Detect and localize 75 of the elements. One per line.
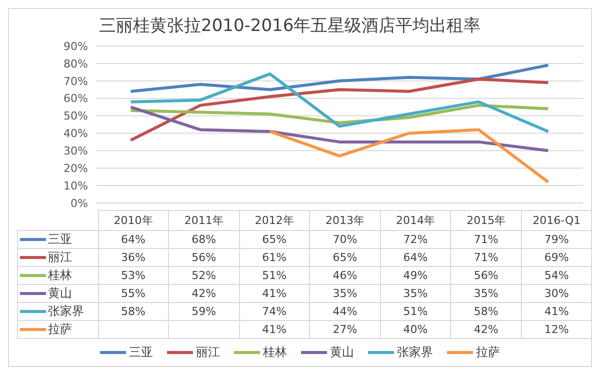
y-tick-label: 20% [64,162,88,176]
x-tick-label: 2013年 [310,210,380,230]
data-label: 58% [98,302,169,320]
x-tick-label: 2010年 [98,210,169,230]
data-label: 79% [521,230,592,248]
data-label: 58% [450,302,522,320]
legend-label: 拉萨 [475,344,500,360]
line-series [129,72,550,133]
line-series [129,78,550,142]
data-label: 35% [380,284,451,302]
data-label: 52% [168,266,240,284]
data-label: 72% [380,230,451,248]
data-label: 56% [450,266,522,284]
y-tick-label: 30% [64,144,88,158]
legend-label: 桂林 [18,266,98,284]
data-label: 65% [239,230,310,248]
data-label: 42% [168,284,240,302]
x-tick-label: 2016-Q1 [521,210,592,230]
data-label: 64% [380,248,451,266]
x-tick-label: 2014年 [380,210,451,230]
text: 黄山 [330,344,354,358]
data-label: 51% [380,302,451,320]
y-tick-label: 40% [64,127,88,140]
chart-title: 三丽桂黄张拉2010-2016年五星级酒店平均出租率 [98,15,482,38]
data-label: 46% [310,266,380,284]
y-tick-label: 50% [64,110,88,123]
y-tick-label: 90% [64,40,88,53]
y-tick-label: 80% [64,57,88,70]
line-series [129,106,550,152]
data-label: 44% [310,302,380,320]
legend-label: 三亚 [18,230,98,248]
legend-label: 丽江 [18,248,98,266]
data-label: 40% [380,320,451,338]
data-label: 27% [310,320,380,338]
data-label: 56% [168,248,240,266]
data-label: 51% [239,266,310,284]
data-label: 41% [239,320,310,338]
data-label: 35% [450,284,522,302]
data-label: 65% [310,248,380,266]
x-tick-label: 2012年 [239,210,310,230]
data-label: 41% [239,284,310,302]
data-label: 12% [521,320,592,338]
data-label: 71% [450,230,522,248]
text: 拉萨 [48,322,72,336]
data-label: 64% [98,230,169,248]
legend-label: 黄山 [18,284,98,302]
data-label: 53% [98,266,169,284]
y-tick-label: 0% [70,196,88,210]
x-tick-label: 2011年 [168,210,240,230]
y-tick-label: 10% [64,179,88,192]
data-label: 69% [521,248,592,266]
legend-label: 张家界 [18,302,98,320]
text: 张家界 [397,344,433,358]
data-label: 61% [239,248,310,266]
data-label: 30% [521,284,592,302]
data-label: 54% [521,266,592,284]
data-label: 41% [521,302,592,320]
y-tick-label: 70% [64,74,88,88]
data-label: 55% [98,284,169,302]
y-tick-label: 60% [64,92,88,106]
text: 丽江 [196,344,220,358]
data-label: 42% [450,320,522,338]
data-label: 59% [168,302,240,320]
line-series [129,64,550,93]
text: 三亚 [129,344,153,358]
x-tick-label: 2015年 [450,210,522,230]
text: 桂林 [263,344,287,358]
data-label: 68% [168,230,240,248]
data-label: 35% [310,284,380,302]
data-label: 36% [98,248,169,266]
data-label: 49% [380,266,451,284]
data-label: 70% [310,230,380,248]
line-series [268,128,550,184]
data-label: 71% [450,248,522,266]
data-label: 74% [239,302,310,320]
